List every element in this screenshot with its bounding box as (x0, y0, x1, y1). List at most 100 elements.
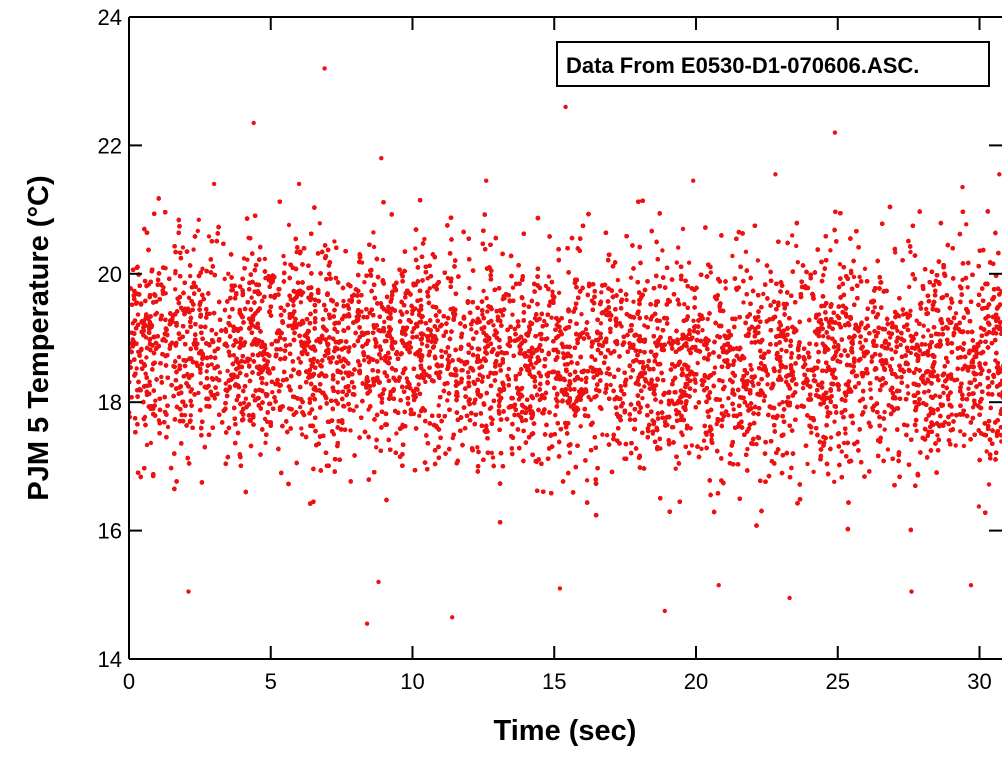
data-point (481, 288, 486, 294)
data-point (604, 382, 609, 388)
data-point (222, 276, 227, 282)
data-point (965, 330, 970, 335)
data-point (907, 284, 912, 290)
data-point (755, 258, 761, 263)
data-point (445, 275, 451, 281)
data-point (188, 273, 193, 279)
data-point (410, 329, 415, 335)
data-point (712, 365, 718, 370)
data-point (243, 396, 249, 401)
data-point (631, 299, 636, 304)
data-point (748, 362, 753, 368)
data-point (299, 426, 304, 431)
data-point (726, 396, 731, 401)
data-point (362, 358, 367, 363)
data-point (741, 300, 746, 305)
data-point (263, 440, 268, 445)
data-point (921, 334, 926, 339)
data-point (708, 270, 713, 275)
data-point (966, 386, 971, 391)
data-point (868, 387, 873, 392)
data-point (354, 404, 359, 409)
data-point (510, 285, 516, 290)
data-point (942, 420, 948, 425)
data-point (608, 329, 613, 335)
data-point (362, 280, 367, 285)
data-point (549, 315, 554, 320)
data-point (198, 381, 203, 386)
data-point (642, 384, 647, 389)
data-point (505, 373, 510, 378)
data-point (679, 430, 684, 435)
data-point (923, 342, 928, 347)
data-point (926, 388, 931, 394)
data-point (676, 245, 681, 250)
data-points (129, 66, 1002, 626)
data-point (506, 366, 511, 372)
data-point (924, 306, 929, 312)
data-point (832, 419, 837, 424)
data-point (513, 377, 518, 382)
data-point (196, 287, 202, 293)
data-point (608, 382, 613, 388)
data-point (998, 331, 1002, 337)
data-point (467, 285, 472, 291)
data-point (965, 285, 970, 290)
data-point (695, 360, 700, 366)
data-point (332, 239, 337, 244)
data-point (615, 277, 621, 283)
data-point (921, 323, 926, 328)
data-point (286, 222, 292, 228)
data-point (335, 329, 340, 335)
data-point (882, 427, 887, 432)
data-point (578, 424, 583, 429)
data-point (870, 408, 876, 413)
data-point (789, 355, 794, 360)
data-point (287, 342, 293, 347)
data-point (960, 277, 965, 283)
data-point (270, 390, 275, 395)
data-point (701, 438, 707, 443)
data-point (543, 283, 549, 289)
data-point (296, 356, 301, 361)
data-point (588, 397, 594, 402)
data-point (213, 331, 219, 337)
data-point (765, 382, 770, 387)
data-point (751, 383, 756, 388)
data-point (908, 249, 913, 255)
data-point (780, 400, 785, 405)
data-point (200, 266, 205, 271)
data-point (348, 428, 353, 433)
data-point (263, 275, 268, 281)
data-point (691, 318, 696, 323)
data-point (583, 327, 589, 332)
data-point (500, 313, 506, 318)
data-point (885, 447, 891, 452)
data-point (427, 286, 432, 291)
data-point (700, 328, 705, 333)
data-point (153, 312, 158, 317)
data-point (209, 362, 214, 367)
data-point (926, 328, 931, 333)
data-point (645, 363, 650, 369)
data-point (857, 274, 862, 280)
data-point (485, 309, 490, 314)
data-point (821, 273, 826, 278)
data-point (542, 318, 547, 324)
data-point (445, 398, 450, 403)
data-point (893, 250, 898, 255)
data-point (743, 249, 749, 254)
data-point (889, 347, 894, 352)
data-point (294, 249, 299, 255)
data-point (550, 289, 555, 294)
data-point (366, 360, 372, 365)
data-point (895, 328, 900, 333)
data-point (828, 248, 833, 253)
data-point (777, 369, 782, 374)
data-point (262, 416, 268, 422)
data-point (416, 382, 421, 387)
data-point (147, 379, 152, 384)
data-point (436, 403, 441, 408)
data-point (241, 256, 247, 261)
data-point (231, 353, 236, 358)
